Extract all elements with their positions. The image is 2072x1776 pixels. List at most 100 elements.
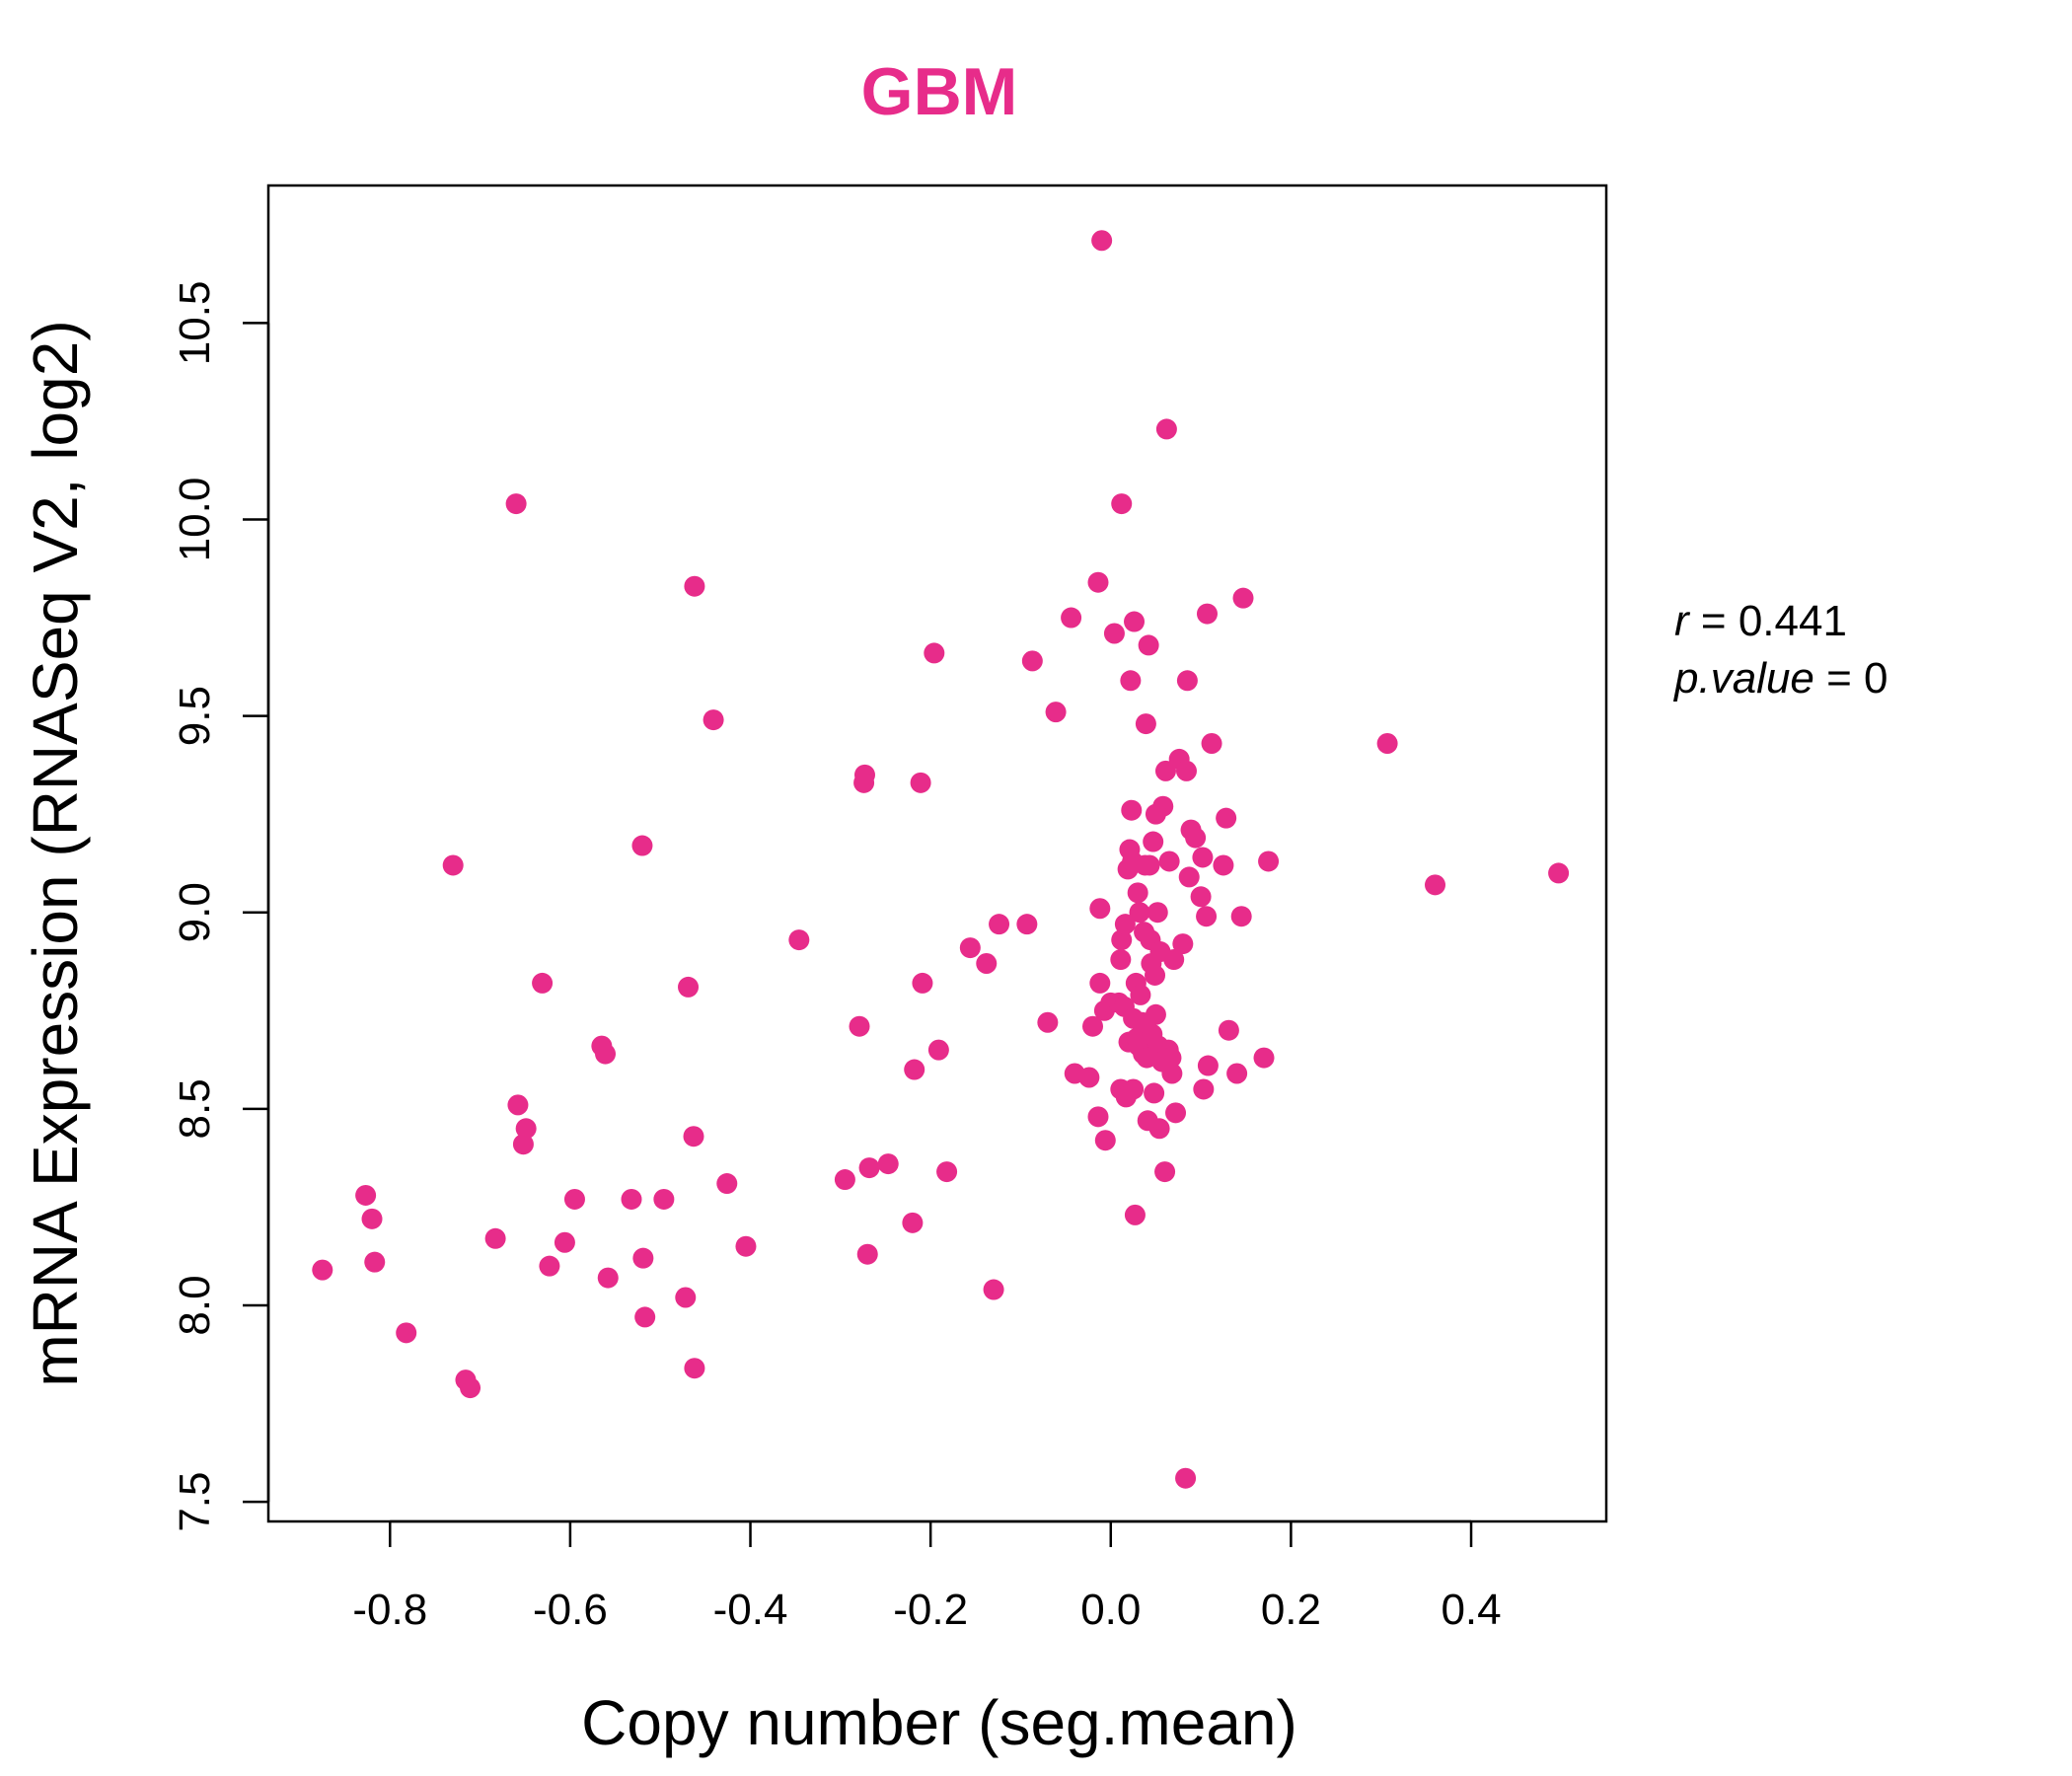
data-point [1196, 906, 1218, 927]
data-point [1175, 760, 1197, 781]
data-point [1110, 949, 1132, 971]
chart-title: GBM [861, 54, 1018, 129]
x-tick-label: -0.2 [893, 1586, 968, 1634]
y-tick-label: 10.5 [171, 281, 219, 366]
y-tick-label: 8.5 [171, 1078, 219, 1139]
data-point [1143, 831, 1164, 852]
x-tick-label: 0.4 [1441, 1586, 1501, 1634]
data-point [856, 1243, 878, 1265]
data-point [1124, 611, 1146, 632]
r-value: 0.441 [1739, 597, 1847, 645]
data-point [595, 1043, 617, 1065]
data-point [396, 1322, 417, 1344]
data-point [1127, 882, 1148, 904]
r-label: r [1674, 597, 1691, 645]
data-point [563, 1188, 585, 1210]
data-point [1161, 1063, 1183, 1084]
data-point [684, 1358, 705, 1379]
data-point [1120, 670, 1142, 692]
data-point [912, 972, 933, 994]
data-point [902, 1212, 924, 1233]
data-point [539, 1255, 560, 1277]
data-point [505, 493, 527, 515]
y-tick-label: 9.0 [171, 882, 219, 942]
data-point [1216, 807, 1237, 829]
p-value: 0 [1864, 654, 1887, 703]
data-point [1091, 230, 1113, 252]
data-point [1192, 847, 1214, 868]
data-point [361, 1208, 383, 1229]
data-point [1201, 732, 1222, 754]
data-point [1089, 898, 1111, 920]
data-point [924, 642, 945, 664]
data-point [1376, 732, 1398, 754]
data-point [1165, 1102, 1187, 1124]
data-point [1154, 1161, 1176, 1183]
data-point [507, 1094, 529, 1116]
y-tick-label: 10.0 [171, 478, 219, 562]
data-point [1123, 1078, 1145, 1100]
data-point [1226, 1063, 1248, 1084]
data-point [1087, 1106, 1109, 1128]
data-point [1548, 862, 1570, 884]
data-point [834, 1169, 855, 1191]
data-point [1155, 418, 1177, 440]
data-point [1061, 607, 1082, 629]
x-tick-label: 0.2 [1261, 1586, 1321, 1634]
data-point [1078, 1067, 1100, 1088]
data-point [1178, 866, 1200, 888]
data-point [1163, 949, 1185, 971]
data-point [1089, 972, 1111, 994]
data-point [1185, 827, 1207, 849]
data-point [927, 1039, 949, 1061]
r-statistic: r = 0.441 [1674, 597, 1847, 645]
data-point [484, 1227, 506, 1249]
data-point [1094, 1130, 1116, 1151]
data-point [849, 1015, 870, 1037]
data-point [460, 1377, 481, 1399]
data-point [631, 835, 653, 856]
data-point [1148, 1118, 1170, 1140]
data-point [858, 1157, 880, 1179]
data-point [634, 1306, 656, 1328]
data-point [1130, 984, 1151, 1005]
data-point [632, 1247, 654, 1269]
data-point [910, 772, 931, 793]
data-point [1176, 670, 1198, 692]
data-point [653, 1188, 675, 1210]
x-tick-label: -0.4 [713, 1586, 788, 1634]
data-point [1121, 799, 1143, 821]
data-point [515, 1118, 537, 1140]
data-point [735, 1235, 757, 1257]
data-point [1152, 795, 1174, 817]
data-point [1193, 1078, 1215, 1100]
x-axis-label: Copy number (seg.mean) [581, 1687, 1297, 1758]
data-point [877, 1153, 899, 1175]
data-point [442, 854, 464, 876]
data-point [983, 1279, 1004, 1300]
data-point [1144, 1082, 1165, 1104]
data-point [554, 1231, 575, 1253]
x-axis: -0.8 -0.6 -0.4 -0.2 0.0 0.2 0.4 [352, 1519, 1502, 1634]
p-value-statistic: p.value = 0 [1672, 654, 1888, 703]
data-point [597, 1267, 619, 1289]
data-point [1160, 1047, 1182, 1069]
data-point [532, 972, 554, 994]
data-point [1139, 854, 1160, 876]
y-axis-label: mRNA Expression (RNASeq V2, log2) [20, 320, 91, 1386]
data-point [1045, 702, 1067, 723]
data-point [1213, 854, 1234, 876]
data-points [312, 230, 1570, 1489]
data-point [1087, 571, 1109, 593]
data-point [989, 914, 1010, 935]
data-point [364, 1251, 386, 1273]
x-tick-label: -0.6 [533, 1586, 608, 1634]
data-point [1129, 902, 1150, 924]
data-point [853, 772, 875, 793]
data-point [1111, 929, 1133, 951]
x-tick-label: 0.0 [1080, 1586, 1141, 1634]
data-point [936, 1161, 958, 1183]
plot-frame [266, 184, 1608, 1523]
data-point [1082, 1015, 1104, 1037]
